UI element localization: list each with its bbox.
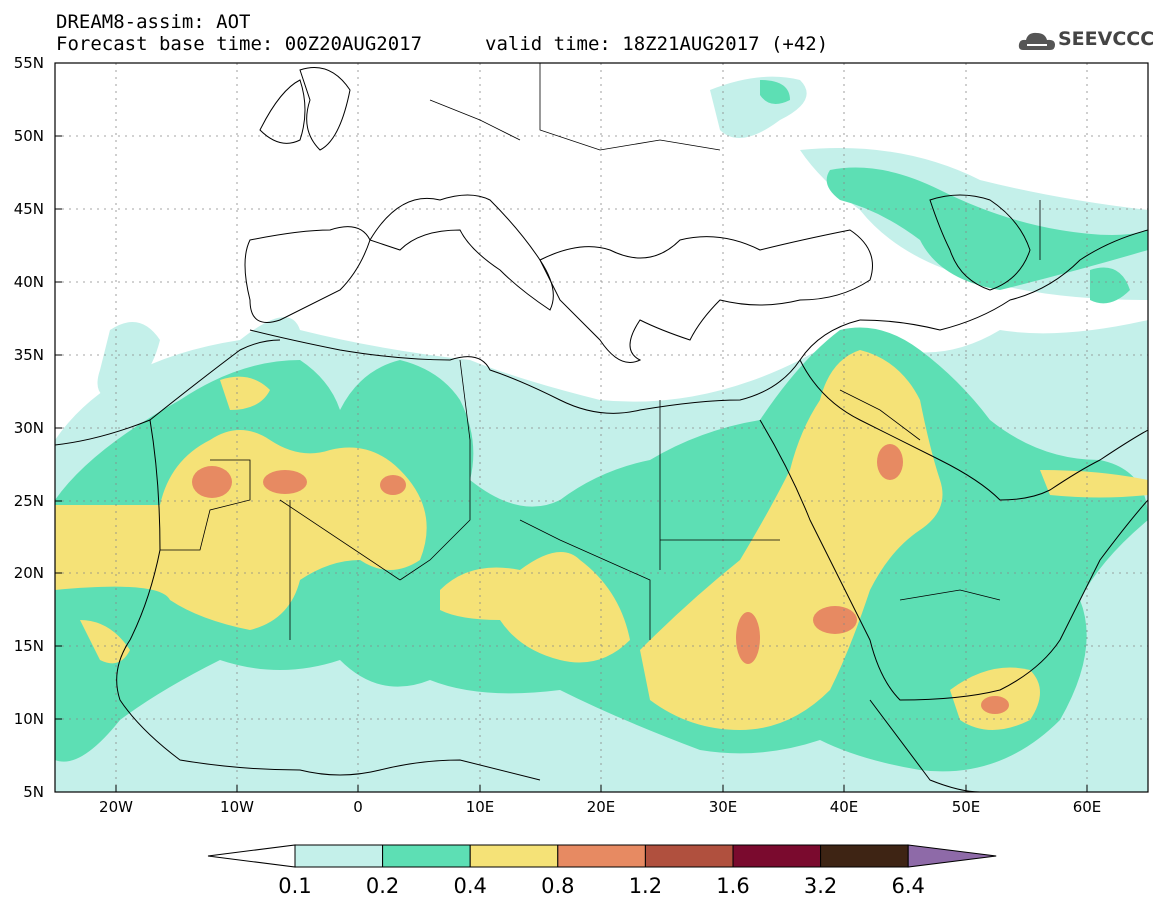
- lat-label: 20N: [14, 564, 44, 582]
- colorbar-box: [557, 844, 646, 868]
- forecast-base-time: Forecast base time: 00Z20AUG2017: [56, 33, 423, 55]
- lat-label: 35N: [14, 346, 44, 364]
- longitude-labels: 20W 10W 0 10E 20E 30E 40E 50E 60E: [99, 798, 1101, 816]
- lat-label: 5N: [23, 783, 44, 801]
- axis-ticks: [55, 62, 1088, 792]
- colorbar-label: 0.1: [278, 874, 311, 898]
- lon-label: 60E: [1073, 798, 1102, 816]
- lat-label: 10N: [14, 710, 44, 728]
- lon-label: 10E: [466, 798, 495, 816]
- colorbar-label: 0.8: [541, 874, 574, 898]
- colorbar-box: [469, 844, 559, 868]
- coastlines: [55, 67, 1148, 792]
- lon-label: 20E: [587, 798, 616, 816]
- colorbar-box: [644, 844, 734, 868]
- aot-band-0.8: [192, 444, 1009, 714]
- lon-label: 0: [353, 798, 363, 816]
- latitude-labels: 55N 50N 45N 40N 35N 30N 25N 20N 15N 10N …: [14, 54, 44, 801]
- lat-label: 15N: [14, 637, 44, 655]
- lat-label: 25N: [14, 492, 44, 510]
- lat-label: 55N: [14, 54, 44, 72]
- lat-label: 40N: [14, 273, 44, 291]
- colorbar-label: 6.4: [891, 874, 924, 898]
- lon-label: 30E: [709, 798, 738, 816]
- lon-label: 20W: [99, 798, 133, 816]
- colorbar-label: 3.2: [804, 874, 837, 898]
- lat-label: 50N: [14, 127, 44, 145]
- lon-label: 50E: [952, 798, 981, 816]
- colorbar-box: [294, 844, 384, 868]
- colorbar-label: 1.6: [716, 874, 749, 898]
- cloud-logo-icon: [1018, 32, 1055, 50]
- colorbar-box: [382, 844, 471, 868]
- lat-label: 30N: [14, 419, 44, 437]
- lat-lon-grid: [55, 63, 1148, 792]
- colorbar-label: 0.4: [453, 874, 486, 898]
- lon-label: 10W: [220, 798, 254, 816]
- aot-contours: [55, 76, 1148, 792]
- lon-label: 40E: [830, 798, 859, 816]
- logo-text: SEEVCCC: [1058, 28, 1155, 50]
- lat-label: 45N: [14, 200, 44, 218]
- country-borders: [160, 63, 1041, 640]
- colorbar-box: [732, 844, 822, 868]
- colorbar-min-arrow: [207, 844, 296, 868]
- colorbar-box: [820, 844, 909, 868]
- map-title: DREAM8-assim: AOT: [56, 11, 251, 33]
- colorbar-label: 1.2: [629, 874, 662, 898]
- colorbar-label: 0.2: [366, 874, 399, 898]
- colorbar-max-arrow: [907, 844, 997, 868]
- aot-band-0.4: [55, 350, 1148, 730]
- valid-time: valid time: 18Z21AUG2017 (+42): [485, 33, 829, 55]
